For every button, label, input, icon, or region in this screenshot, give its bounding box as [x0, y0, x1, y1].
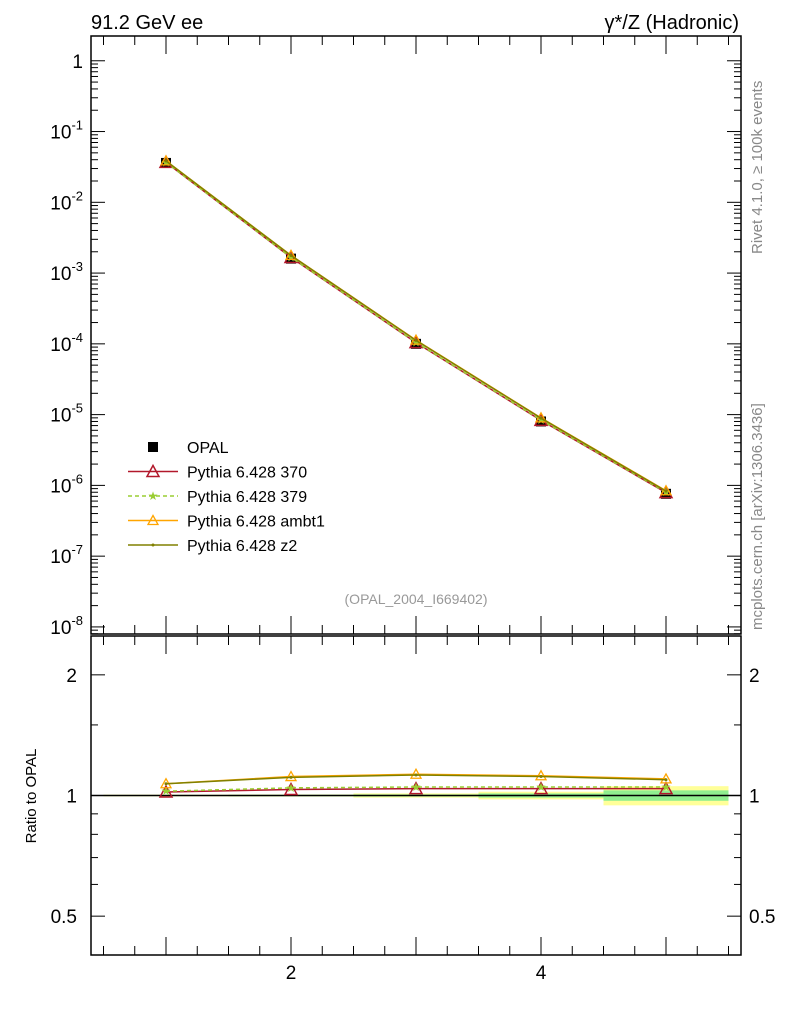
- ratio-y-tick-label: 1: [66, 787, 77, 808]
- y-tick-label: 10-4: [50, 330, 83, 356]
- annotation: (OPAL_2004_I669402): [345, 591, 488, 607]
- star-marker: ★: [536, 413, 547, 427]
- star-marker: ★: [536, 780, 547, 794]
- star-marker: ★: [661, 780, 672, 794]
- series-pythia-6-428-370: [158, 154, 674, 499]
- legend-entry: Pythia 6.428 370: [128, 463, 307, 482]
- side-text-bottom: mcplots.cern.ch [arXiv:1306.3436]: [749, 403, 766, 630]
- ratio-line: [165, 786, 666, 792]
- dot-marker: [289, 775, 293, 779]
- x-tick-label: 2: [286, 963, 297, 984]
- legend-label: Pythia 6.428 379: [187, 489, 307, 506]
- ratio-y-tick-label-right: 0.5: [749, 907, 775, 928]
- triangle-marker: [159, 154, 173, 166]
- ratio-y-tick-label-right: 2: [749, 666, 760, 687]
- star-marker: ★: [411, 335, 422, 349]
- ratio-line: [165, 787, 666, 793]
- legend-entry: Pythia 6.428 z2: [128, 538, 297, 555]
- star-marker: ★: [286, 250, 297, 264]
- y-tick-label: 1: [72, 52, 83, 73]
- triangle-marker: [408, 781, 424, 795]
- y-tick-label: 10-6: [50, 471, 83, 497]
- legend-entry: Pythia 6.428 ambt1: [128, 514, 325, 531]
- ratio-ylabel: Ratio to OPAL: [23, 749, 40, 844]
- series-opal: [161, 157, 671, 499]
- series-line: [165, 161, 667, 493]
- series-pythia-6-428-379: ★★★★★: [161, 155, 672, 499]
- y-tick-label: 10-5: [50, 401, 83, 427]
- series-pythia-6-428-ambt1: [159, 154, 673, 496]
- legend-label: Pythia 6.428 ambt1: [187, 514, 325, 531]
- legend-entry: OPAL: [148, 440, 229, 457]
- legend-label: Pythia 6.428 z2: [187, 538, 297, 555]
- legend-entry: ★ Pythia 6.428 379: [128, 489, 307, 506]
- side-text-top: Rivet 4.1.0, ≥ 100k events: [749, 81, 766, 254]
- star-marker: ★: [148, 489, 159, 503]
- y-tick-label: 10-3: [50, 259, 83, 285]
- dot-marker: [151, 543, 155, 547]
- legend-label: Pythia 6.428 370: [187, 465, 307, 482]
- series-pythia-6-428-z2: [164, 159, 668, 493]
- triangle-marker: [146, 514, 160, 526]
- dot-marker: [289, 254, 293, 258]
- triangle-marker: [284, 770, 298, 782]
- triangle-marker: [533, 781, 549, 795]
- triangle-marker: [659, 772, 673, 784]
- legend-label: OPAL: [187, 440, 229, 457]
- opal-marker: [661, 488, 671, 499]
- triangle-marker: [409, 333, 423, 345]
- star-marker: ★: [411, 780, 422, 794]
- opal-marker: [148, 442, 158, 452]
- ratio-series: [164, 773, 668, 786]
- triangle-marker: [283, 781, 299, 796]
- dot-marker: [664, 489, 668, 493]
- dot-marker: [539, 416, 543, 420]
- triangle-marker: [145, 463, 161, 478]
- triangle-marker: [534, 769, 548, 781]
- opal-marker: [286, 253, 296, 264]
- title-left: 91.2 GeV ee: [91, 12, 203, 34]
- dot-marker: [164, 159, 168, 163]
- y-tick-label: 10-2: [50, 188, 83, 214]
- title-right: γ*/Z (Hadronic): [605, 12, 739, 34]
- dot-marker: [414, 338, 418, 342]
- ratio-y-tick-label: 2: [66, 666, 77, 687]
- ratio-y-tick-label: 0.5: [51, 907, 77, 928]
- series-line: [165, 161, 667, 494]
- dot-marker: [414, 773, 418, 777]
- series-line: [165, 160, 667, 492]
- series-line: [165, 160, 667, 492]
- dot-marker: [164, 782, 168, 786]
- y-tick-label: 10-8: [50, 613, 83, 639]
- dot-marker: [664, 778, 668, 782]
- ratio-y-tick-label-right: 1: [749, 787, 760, 808]
- triangle-marker: [658, 781, 674, 795]
- triangle-marker: [284, 249, 298, 261]
- star-marker: ★: [161, 784, 172, 798]
- star-marker: ★: [286, 781, 297, 795]
- x-tick-label: 4: [536, 963, 547, 984]
- y-tick-label: 10-1: [50, 118, 83, 144]
- dot-marker: [539, 775, 543, 779]
- y-tick-label: 10-7: [50, 542, 83, 568]
- triangle-marker: [409, 767, 423, 779]
- ratio-series: ★ ★ ★ ★ ★: [161, 780, 672, 798]
